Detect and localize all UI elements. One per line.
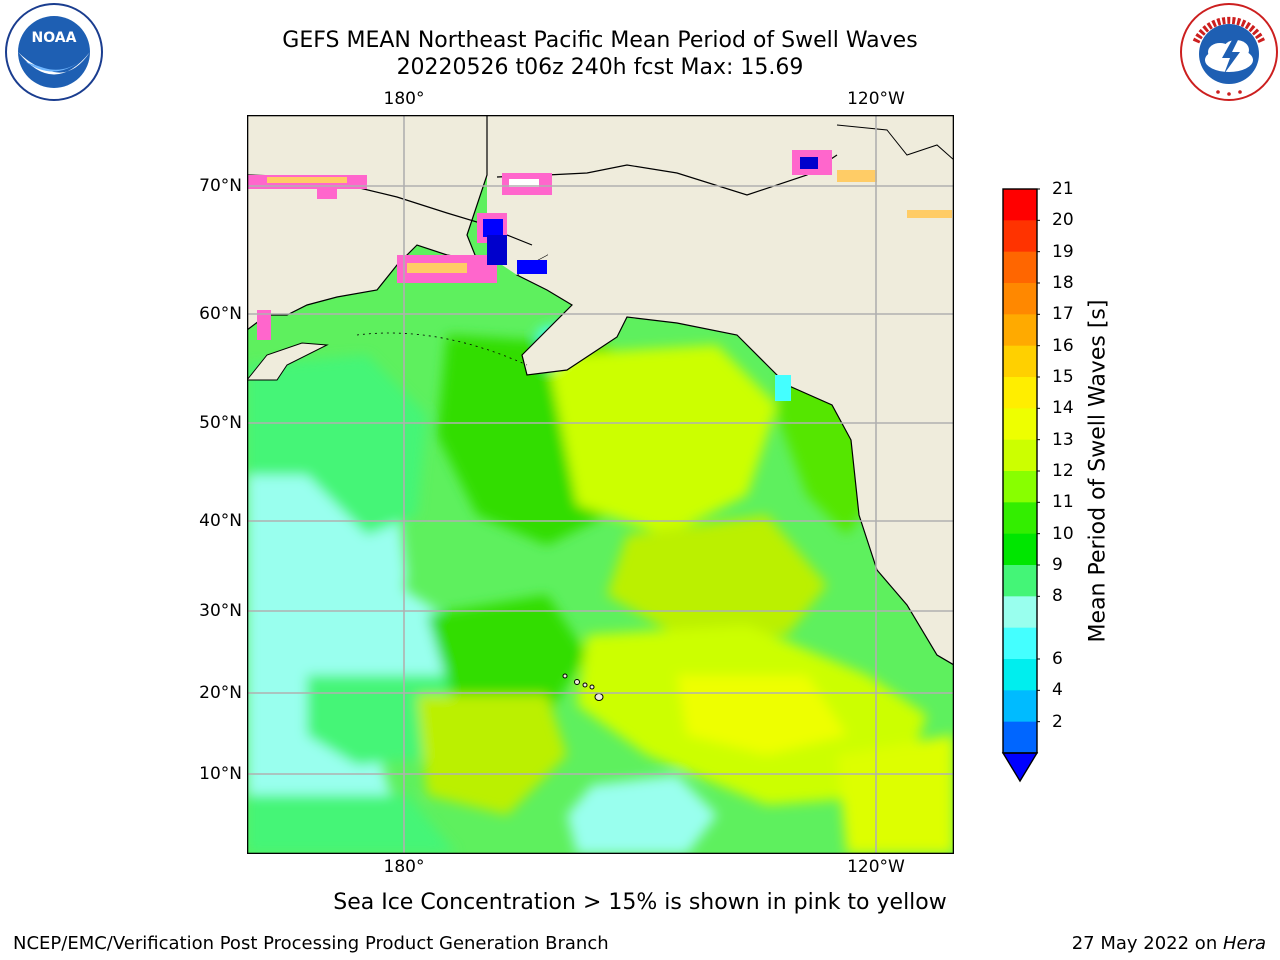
hawaii-islands <box>562 673 604 701</box>
lon-label-bottom-180: 180° <box>383 857 425 877</box>
lat-label-30n: 30°N <box>199 601 242 621</box>
colorbar-label: Mean Period of Swell Waves [s] <box>1085 299 1111 643</box>
footer-date: 27 May 2022 on Hera <box>1072 933 1266 954</box>
colorbar-segment <box>1003 721 1037 754</box>
colorbar-segment <box>1003 408 1037 441</box>
graticule <box>247 115 954 854</box>
lon-label-top-180: 180° <box>383 89 425 109</box>
colorbar-segment <box>1003 220 1037 253</box>
colorbar-segment <box>1003 690 1037 723</box>
colorbar-segment <box>1003 283 1037 315</box>
lat-label-60n: 60°N <box>199 304 242 324</box>
sea-ice-note: Sea Ice Concentration > 15% is shown in … <box>333 890 947 915</box>
footer-credit: NCEP/EMC/Verification Post Processing Pr… <box>13 933 609 954</box>
colorbar-segment <box>1003 251 1037 284</box>
aleutian-islands <box>356 332 528 366</box>
land-north-america <box>486 115 954 666</box>
footer-date-text: 27 May 2022 on <box>1071 933 1223 954</box>
colorbar-segment <box>1003 533 1037 566</box>
colorbar-tick-label: 15 <box>1052 367 1074 387</box>
colorbar-tick-label: 11 <box>1052 492 1074 513</box>
colorbar-tick-label: 21 <box>1052 179 1074 199</box>
colorbar-tick-label: 2 <box>1052 711 1063 732</box>
colorbar-segment <box>1003 471 1037 503</box>
colorbar-segment <box>1003 377 1037 409</box>
colorbar-tick-label: 20 <box>1052 210 1074 231</box>
chart-subtitle: 20220526 t06z 240h fcst Max: 15.69 <box>396 55 804 80</box>
colorbar-tick-label: 19 <box>1052 241 1074 262</box>
colorbar-tick-label: 8 <box>1052 586 1063 607</box>
svg-text:NOAA: NOAA <box>32 30 77 46</box>
lat-label-50n: 50°N <box>199 413 242 433</box>
colorbar-segment <box>1003 439 1037 472</box>
colorbar-segment <box>1003 345 1037 378</box>
colorbar-extend-arrow <box>1001 752 1039 783</box>
lon-label-top-120w: 120°W <box>847 89 905 109</box>
lat-label-10n: 10°N <box>199 764 242 784</box>
colorbar <box>1001 188 1040 783</box>
colorbar-tick-label: 4 <box>1052 680 1063 701</box>
colorbar-segment <box>1003 659 1037 691</box>
nws-logo <box>1180 3 1278 101</box>
colorbar-segment <box>1003 502 1037 535</box>
map-border <box>247 115 954 854</box>
lon-label-bottom-120w: 120°W <box>847 857 905 877</box>
colorbar-tick-label: 13 <box>1052 429 1074 450</box>
footer-host: Hera <box>1222 933 1266 954</box>
chart-title: GEFS MEAN Northeast Pacific Mean Period … <box>282 28 918 53</box>
lat-label-70n: 70°N <box>199 176 242 196</box>
swell-period-map <box>247 115 954 854</box>
noaa-logo: NOAA <box>5 3 103 101</box>
colorbar-tick-label: 16 <box>1052 335 1074 356</box>
colorbar-tick-label: 17 <box>1052 304 1074 325</box>
lat-label-20n: 20°N <box>199 683 242 703</box>
colorbar-segment <box>1003 596 1037 629</box>
colorbar-tick-label: 14 <box>1052 398 1074 419</box>
map-canvas <box>247 115 954 854</box>
colorbar-segment <box>1003 565 1037 597</box>
colorbar-segment <box>1003 314 1037 347</box>
colorbar-tick-label: 18 <box>1052 273 1074 293</box>
land-alaska-interior <box>487 115 887 275</box>
swell-field-patches <box>247 320 954 854</box>
colorbar-tick-label: 12 <box>1052 461 1074 481</box>
colorbar-tick-label: 9 <box>1052 555 1063 575</box>
colorbar-segment <box>1003 627 1037 660</box>
lat-label-40n: 40°N <box>199 511 242 531</box>
colorbar-segment <box>1003 189 1037 221</box>
colorbar-tick-label: 6 <box>1052 649 1063 669</box>
colorbar-tick-label: 10 <box>1052 523 1074 544</box>
